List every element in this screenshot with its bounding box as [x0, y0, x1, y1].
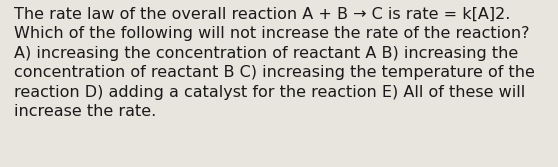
Text: The rate law of the overall reaction A + B → C is rate = k[A]2.
Which of the fol: The rate law of the overall reaction A +… — [14, 7, 535, 119]
